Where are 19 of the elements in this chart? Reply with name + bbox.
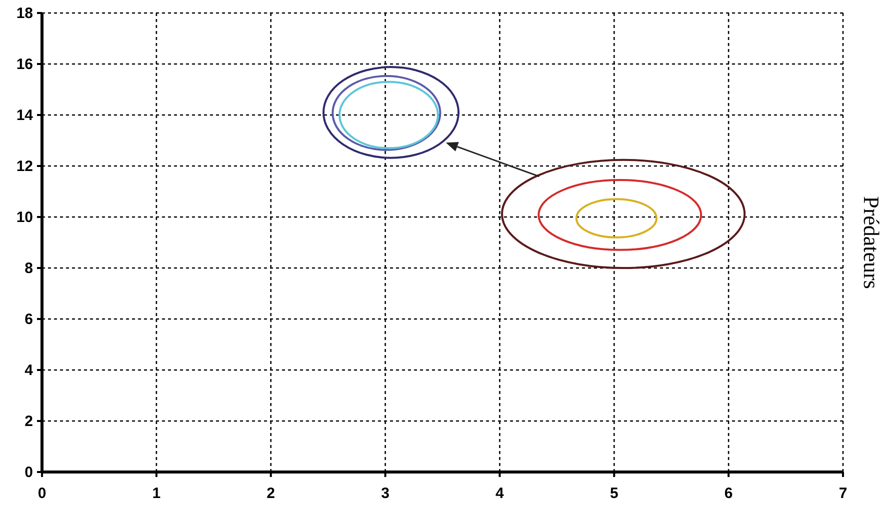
x-tick-label: 3 bbox=[381, 485, 390, 502]
x-tick-label: 2 bbox=[266, 485, 276, 502]
y-tick-label: 16 bbox=[16, 56, 33, 73]
y-tick-label: 10 bbox=[16, 209, 33, 226]
y-tick-label: 14 bbox=[16, 107, 34, 124]
x-tick-label: 4 bbox=[496, 485, 505, 502]
x-tick-label: 0 bbox=[38, 485, 46, 502]
x-tick-label: 7 bbox=[838, 485, 848, 502]
y-tick-label: 8 bbox=[24, 260, 33, 277]
y-tick-label: 2 bbox=[24, 413, 33, 430]
y-tick-label: 4 bbox=[24, 362, 34, 379]
y-tick-label: 0 bbox=[24, 464, 33, 481]
y-tick-label: 6 bbox=[24, 311, 33, 328]
y-tick-label: 18 bbox=[16, 5, 33, 22]
x-tick-label: 1 bbox=[152, 485, 161, 502]
x-tick-label: 6 bbox=[724, 485, 733, 502]
y-tick-label: 12 bbox=[16, 158, 33, 175]
y-axis-title: Prédateurs bbox=[859, 196, 884, 289]
x-tick-label: 5 bbox=[610, 485, 618, 502]
